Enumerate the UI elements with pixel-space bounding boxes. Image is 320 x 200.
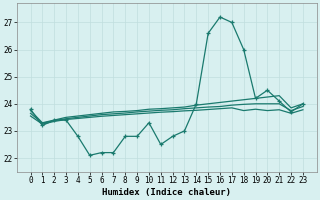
X-axis label: Humidex (Indice chaleur): Humidex (Indice chaleur) <box>102 188 231 197</box>
